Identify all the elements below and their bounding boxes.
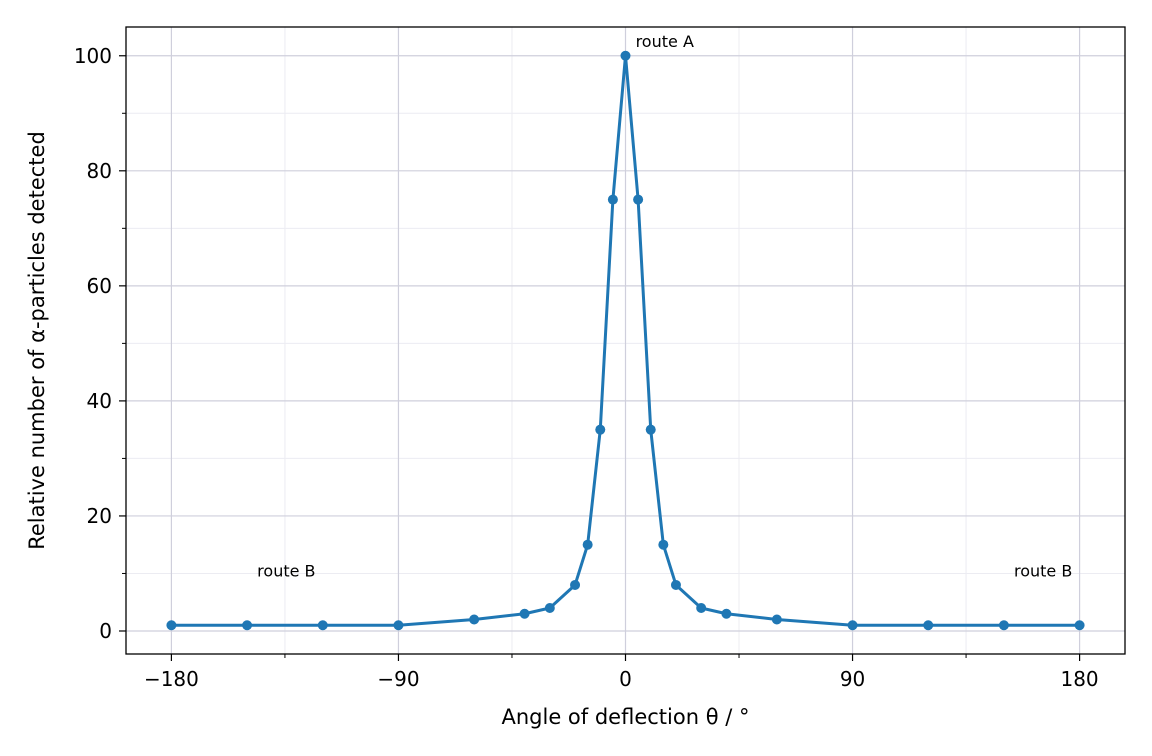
y-tick-label: 40 [87, 389, 112, 413]
data-point [166, 620, 177, 631]
x-tick-label: −180 [144, 667, 199, 691]
data-point [771, 614, 782, 625]
grid-major [126, 27, 1125, 654]
y-tick-label: 20 [87, 504, 112, 528]
data-point [582, 539, 593, 550]
data-point [847, 620, 858, 631]
y-tick-label: 80 [87, 159, 112, 183]
data-point [607, 194, 618, 205]
data-point [393, 620, 404, 631]
data-point [620, 50, 631, 61]
annotation-label: route B [257, 561, 315, 580]
data-point [670, 579, 681, 590]
data-point [1074, 620, 1085, 631]
x-tick-label: 180 [1060, 667, 1098, 691]
data-point [242, 620, 253, 631]
x-axis-title: Angle of deflection θ / ° [502, 705, 750, 729]
annotations: route A route B route B [257, 32, 1072, 580]
data-point [469, 614, 480, 625]
y-tick-label: 60 [87, 274, 112, 298]
data-point [721, 608, 732, 619]
y-axis-title: Relative number of α-particles detected [25, 131, 49, 550]
series-layer [166, 50, 1085, 631]
data-point [923, 620, 934, 631]
data-point [645, 424, 656, 435]
data-point [998, 620, 1009, 631]
data-point [519, 608, 530, 619]
data-point [544, 602, 555, 613]
annotation-label: route A [636, 32, 694, 51]
y-tick-label: 100 [74, 44, 112, 68]
data-point [696, 602, 707, 613]
data-point [633, 194, 644, 205]
data-point [658, 539, 669, 550]
data-point [570, 579, 581, 590]
x-tick-label: −90 [377, 667, 419, 691]
x-tick-label: 90 [840, 667, 865, 691]
x-tick-label: 0 [619, 667, 632, 691]
data-point [595, 424, 606, 435]
ticks: −180 −90 0 90 180 0 20 40 60 80 100 [74, 44, 1099, 691]
y-tick-label: 0 [99, 619, 112, 643]
annotation-label: route B [1014, 561, 1072, 580]
data-point [317, 620, 328, 631]
